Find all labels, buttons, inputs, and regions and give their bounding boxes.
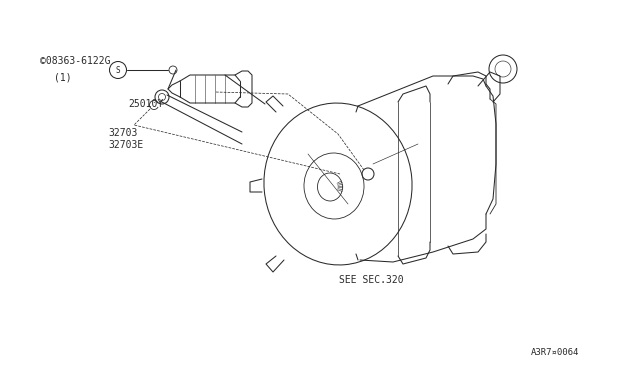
Text: 32703: 32703 [109, 128, 138, 138]
Text: ©08363-6122G: ©08363-6122G [40, 57, 110, 66]
Text: S: S [116, 65, 120, 74]
Text: 25010Y: 25010Y [128, 99, 163, 109]
Text: (1): (1) [54, 72, 72, 82]
Text: 32703E: 32703E [109, 140, 144, 150]
Text: SEE SEC.320: SEE SEC.320 [339, 275, 404, 285]
Text: A3R7¤0064: A3R7¤0064 [531, 348, 580, 357]
